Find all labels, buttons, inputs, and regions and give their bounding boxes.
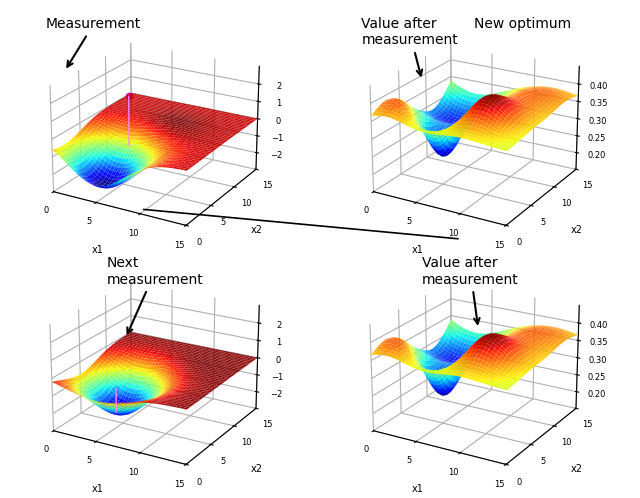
Text: Value after
measurement: Value after measurement	[361, 17, 458, 76]
X-axis label: x1: x1	[92, 484, 104, 494]
Y-axis label: x2: x2	[250, 225, 262, 235]
X-axis label: x1: x1	[412, 245, 424, 255]
Text: New optimum: New optimum	[474, 17, 571, 53]
Text: Next
measurement: Next measurement	[107, 256, 204, 334]
Y-axis label: x2: x2	[570, 464, 582, 474]
Text: Value after
measurement: Value after measurement	[422, 256, 519, 324]
X-axis label: x1: x1	[92, 245, 104, 255]
Text: Measurement: Measurement	[46, 17, 141, 67]
X-axis label: x1: x1	[412, 484, 424, 494]
Y-axis label: x2: x2	[570, 225, 582, 235]
Y-axis label: x2: x2	[250, 464, 262, 474]
